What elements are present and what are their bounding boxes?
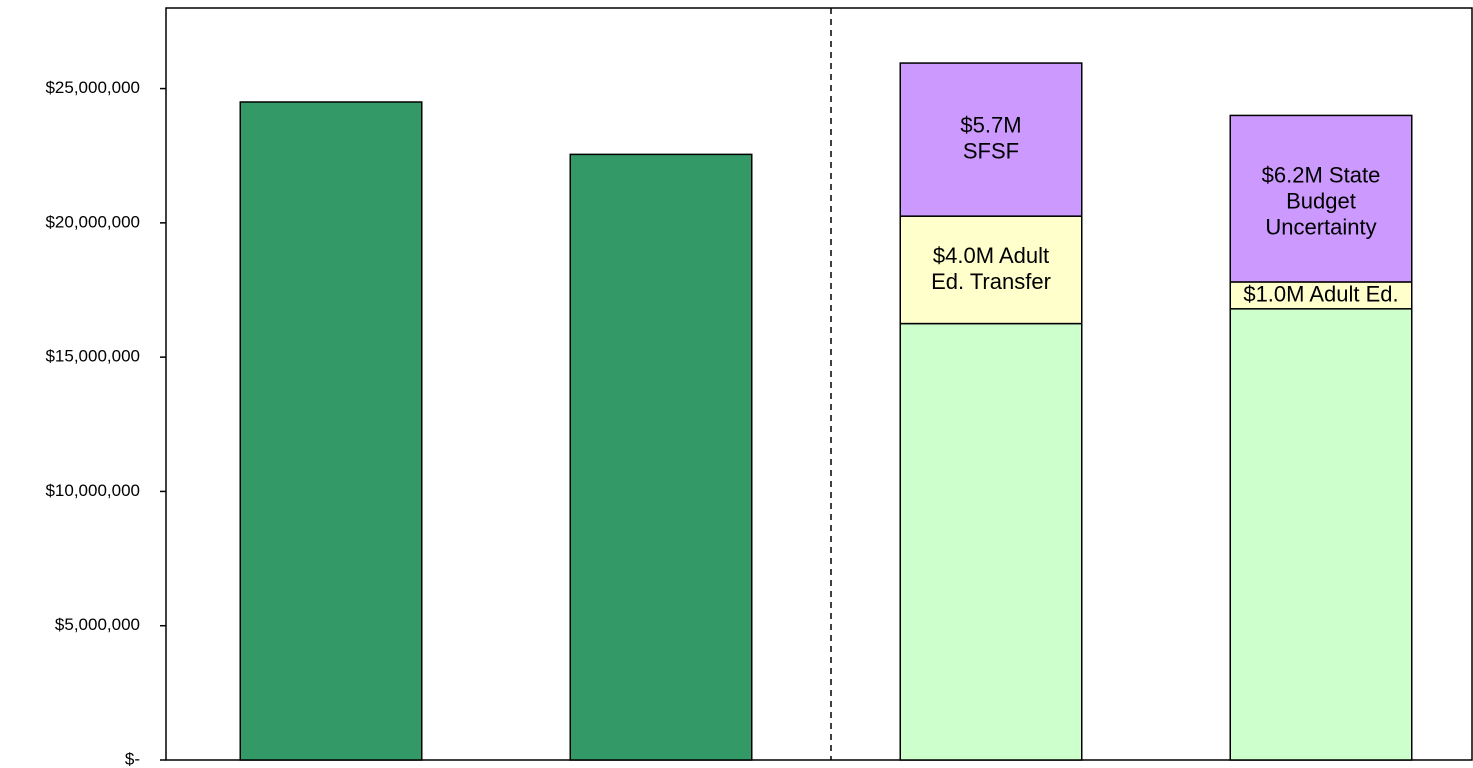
bar-segment xyxy=(899,62,1083,217)
y-tick-label: $20,000,000 xyxy=(45,212,140,231)
bar-segment xyxy=(1229,114,1413,283)
data-label: $4.0M Adult Ed. Transfer xyxy=(931,243,1051,294)
bar-segment xyxy=(1229,308,1413,761)
data-label: $6.2M State Budget Uncertainty xyxy=(1262,162,1381,239)
bar-segment xyxy=(899,215,1083,325)
y-tick-label: $5,000,000 xyxy=(55,615,140,634)
y-tick-label: $25,000,000 xyxy=(45,78,140,97)
data-label: $1.0M Adult Ed. xyxy=(1243,281,1398,306)
y-tick-label: $10,000,000 xyxy=(45,481,140,500)
y-tick-label: $15,000,000 xyxy=(45,347,140,366)
data-label: $5.7M SFSF xyxy=(960,112,1021,163)
bar-segment xyxy=(899,322,1083,761)
bar-segment xyxy=(1229,281,1413,310)
y-tick-label: $- xyxy=(125,749,140,768)
bar-segment xyxy=(239,101,423,761)
bar-segment xyxy=(569,153,753,761)
